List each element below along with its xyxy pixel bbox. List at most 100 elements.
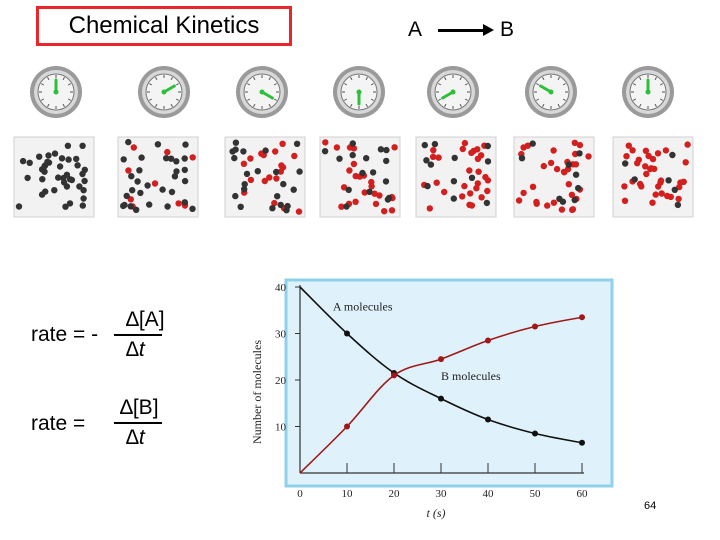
y-tick-label: 30 [275,329,287,341]
clock-icon [427,66,479,118]
clock-tick [633,83,637,86]
clock-tick [633,98,637,101]
rate-a-prefix: rate = - [31,323,99,346]
clock-tick [464,98,468,101]
y-axis-label: Number of molecules [250,340,264,444]
clock-tick [365,103,368,107]
clock-tick [175,98,179,101]
clock-icon [138,66,190,118]
y-tick-label: 20 [275,375,287,387]
slide-title: Chemical Kinetics [36,6,292,46]
clock-tick [562,98,566,101]
clock-tick [247,83,251,86]
molecule-count-chart: 10 20 30 40 0 10 20 30 40 50 60 t (s) Number of mole… [250,278,614,520]
x-tick-label: 0 [297,488,303,500]
x-tick-label: 60 [577,488,589,500]
clock-tick [654,77,657,81]
clock-tick [149,98,153,101]
clock-tick [247,98,251,101]
clock-tick [253,103,256,107]
series-a-point [532,430,538,437]
series-b-label: B molecules [441,369,501,383]
clock-tick [659,83,663,86]
clock-icon [622,66,674,118]
clock-tick [268,77,271,81]
clock-hub [645,89,651,95]
clock-tick [350,103,353,107]
clock-tick [253,77,256,81]
series-a-point [485,416,491,423]
clock-hub [356,89,362,95]
clock-tick [41,98,45,101]
clock-tick [365,77,368,81]
series-b-point [532,323,538,330]
clock-tick [459,77,462,81]
clock-tick [155,77,158,81]
clock-tick [47,77,50,81]
clock-tick [47,103,50,107]
clock-tick [459,103,462,107]
clock-tick [67,83,71,86]
clock-tick [536,83,540,86]
clock-tick [464,83,468,86]
clock-tick [444,103,447,107]
series-b-point [391,372,397,379]
series-a-point [579,439,585,446]
series-b-point [438,356,444,363]
clock-tick [273,83,277,86]
clock-icon [525,66,577,118]
reactant-label: A [408,18,423,41]
clock-hub [450,89,456,95]
clock-icon [30,66,82,118]
rate-b-prefix: rate = [31,412,86,435]
rate-b-numerator: ∆[B] [120,396,159,419]
product-label: B [500,18,515,41]
clock-hub [548,89,554,95]
clock-tick [62,77,65,81]
clock-tick [344,83,348,86]
series-b-point [485,337,491,344]
clock-tick [639,77,642,81]
x-tick-label: 10 [342,488,354,500]
clock-hub [161,89,167,95]
clock-tick [557,103,560,107]
clock-tick [659,98,663,101]
x-tick-label: 40 [483,488,495,500]
clock-tick [170,77,173,81]
clock-tick [41,83,45,86]
page-number: 64 [644,500,657,512]
clock-tick [639,103,642,107]
clock-tick [370,98,374,101]
clock-tick [557,77,560,81]
reaction-arrow-icon [438,24,494,36]
rate-a-denominator: ∆t [126,338,145,361]
clock-tick [62,103,65,107]
clock-hub [259,89,265,95]
clock-tick [370,83,374,86]
y-tick-label: 10 [275,422,287,434]
clock-tick [438,98,442,101]
chart-background [284,278,614,488]
x-axis-label: t (s) [427,506,446,520]
clock-tick [175,83,179,86]
clock-tick [542,77,545,81]
clock-tick [562,83,566,86]
x-tick-label: 30 [436,488,448,500]
clock-tick [170,103,173,107]
clock-tick [438,83,442,86]
rate-a-fraction-bar [114,334,162,336]
clock-tick [273,98,277,101]
clock-icon [236,66,288,118]
x-tick-label: 50 [530,488,542,500]
x-tick-label: 20 [389,488,401,500]
rate-b-denominator: ∆t [126,426,145,449]
series-b-point [579,314,585,321]
clock-tick [536,98,540,101]
series-a-label: A molecules [333,299,393,313]
clock-tick [155,103,158,107]
clock-tick [350,77,353,81]
clock-tick [149,83,153,86]
clock-tick [268,103,271,107]
clock-tick [542,103,545,107]
series-a-point [344,330,350,337]
